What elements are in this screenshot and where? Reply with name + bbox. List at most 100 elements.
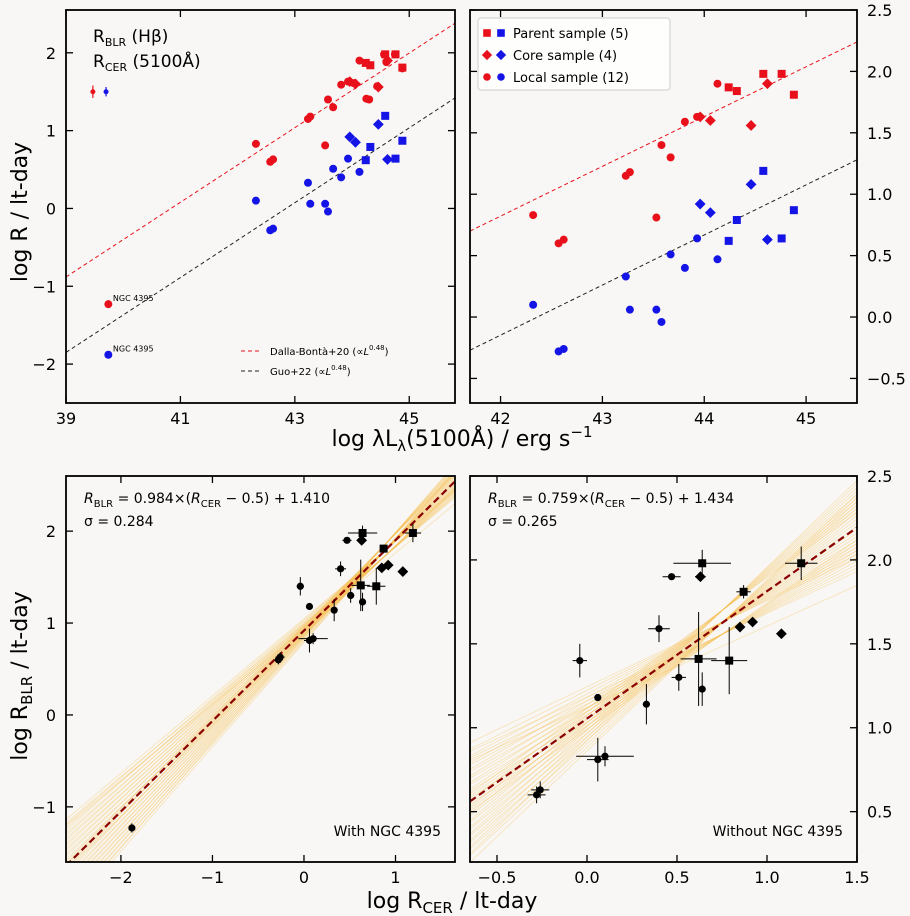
x-tick-label: 42 <box>490 409 510 428</box>
legend-item-label: Parent sample (5) <box>513 27 629 42</box>
y-tick-label: 1.0 <box>867 719 892 738</box>
cer-diamond-point <box>372 118 384 130</box>
mcmc-fit-line <box>470 497 857 821</box>
mcmc-fit-line <box>470 480 857 854</box>
top-x-axis-label: log λLλ(5100Å) / erg s−1 <box>331 423 592 455</box>
y-tick-label: −1 <box>32 277 56 296</box>
mcmc-fit-line <box>470 543 857 805</box>
mcmc-fit-line <box>470 518 857 817</box>
data-point-circle <box>343 536 351 544</box>
blr-diamond-point <box>761 78 773 90</box>
y-tick-label: 0 <box>46 706 56 725</box>
data-point-circle <box>601 752 609 760</box>
mcmc-fit-line <box>470 585 857 761</box>
cer-circle-point <box>104 350 113 359</box>
mcmc-fit-line <box>470 511 857 830</box>
cer-square-point <box>759 166 768 175</box>
mcmc-fit-line <box>470 553 857 785</box>
mcmc-fit-line <box>470 560 857 772</box>
mcmc-fit-line <box>470 571 857 752</box>
x-tick-label: 43 <box>592 409 612 428</box>
mcmc-fit-line <box>470 529 857 797</box>
blr-circle-point <box>559 235 568 244</box>
blr-circle-point <box>337 80 346 89</box>
data-point-square <box>725 656 734 665</box>
data-point-diamond <box>397 566 409 577</box>
cer-diamond-point <box>350 136 361 148</box>
blr-circle-point <box>329 103 338 112</box>
mcmc-fit-line <box>470 550 857 792</box>
mcmc-fit-line <box>104 476 446 862</box>
data-point-diamond <box>382 559 394 571</box>
cer-square-point <box>398 136 407 145</box>
mcmc-fit-line <box>470 515 857 823</box>
blr-circle-point <box>251 139 260 148</box>
mcmc-fit-line <box>470 490 857 834</box>
data-point-diamond <box>695 571 706 583</box>
cer-circle-point <box>713 255 722 264</box>
mcmc-fit-line <box>470 494 857 828</box>
cer-circle-point <box>355 167 364 176</box>
blr-square-point <box>381 50 390 59</box>
y-tick-label: −0.5 <box>867 369 906 388</box>
ngc4395-label: NGC 4395 <box>113 294 154 303</box>
data-point-circle <box>336 565 345 573</box>
cer-circle-point <box>559 344 568 353</box>
cer-circle-point <box>324 207 333 216</box>
y-tick-label: 1 <box>46 614 56 633</box>
cer-diamond-point <box>745 178 757 190</box>
plots-layer: NGC 4395 NGC 4395 39 41 43 45 −2 −1 0 1 2 RBLR (Hβ)… <box>32 1 906 887</box>
fit-line-dalla <box>470 41 857 232</box>
plot-area <box>66 476 455 862</box>
cer-circle-point <box>625 305 634 314</box>
mcmc-fit-line <box>470 501 857 814</box>
y-tick-label: 2.0 <box>867 62 892 81</box>
mcmc-fit-line <box>82 476 451 862</box>
mcmc-fit-line <box>470 557 857 743</box>
data-point-diamond <box>734 621 746 633</box>
x-tick-label: −1 <box>201 868 225 887</box>
blr-circle-point <box>625 168 634 177</box>
blr-square-point <box>366 61 375 70</box>
mcmc-fit-line <box>91 476 449 862</box>
cer-square-point <box>361 156 370 165</box>
cer-circle-point <box>269 224 278 233</box>
blr-diamond-point <box>704 115 716 126</box>
data-point-diamond <box>747 616 758 628</box>
mcmc-fit-line <box>470 532 857 790</box>
mcmc-fit-line <box>66 493 455 839</box>
x-tick-label: 39 <box>56 409 76 428</box>
cer-diamond-point <box>344 131 356 143</box>
legend-box <box>477 17 671 91</box>
mcmc-fit-line <box>77 476 452 862</box>
cer-circle-point <box>329 164 338 173</box>
fit-equation: RBLR = 0.984×(RCER − 0.5) + 1.410 <box>84 491 330 510</box>
blr-circle-point <box>652 213 661 222</box>
data-point-circle <box>675 673 683 681</box>
mcmc-fit-line <box>66 497 455 823</box>
mcmc-fit-line <box>66 503 455 826</box>
plot-border <box>65 9 456 404</box>
cer-diamond-point <box>382 154 393 165</box>
mcmc-fit-line <box>66 492 455 844</box>
mcmc-fit-line <box>86 476 450 862</box>
plot-content <box>470 41 857 356</box>
blr-circle-point <box>306 112 315 121</box>
legend-diamond-red <box>481 49 493 61</box>
panel-label: Without NGC 4395 <box>713 824 843 840</box>
mcmc-fit-line <box>108 476 446 862</box>
data-point-circle <box>309 635 317 643</box>
x-tick-label: 44 <box>694 409 714 428</box>
data-point-circle <box>594 693 602 702</box>
legend-square-blue <box>497 29 505 37</box>
mcmc-fit-line <box>470 493 857 862</box>
cer-square-point <box>732 216 741 225</box>
mcmc-fit-line <box>470 546 857 763</box>
cer-square-point <box>366 142 375 151</box>
mcmc-fit-line <box>66 490 455 855</box>
y-tick-label: 0.0 <box>867 308 892 327</box>
legend-diamond-blue <box>495 49 507 61</box>
cer-diamond-point <box>694 198 706 210</box>
mcmc-fit-line <box>67 476 455 862</box>
